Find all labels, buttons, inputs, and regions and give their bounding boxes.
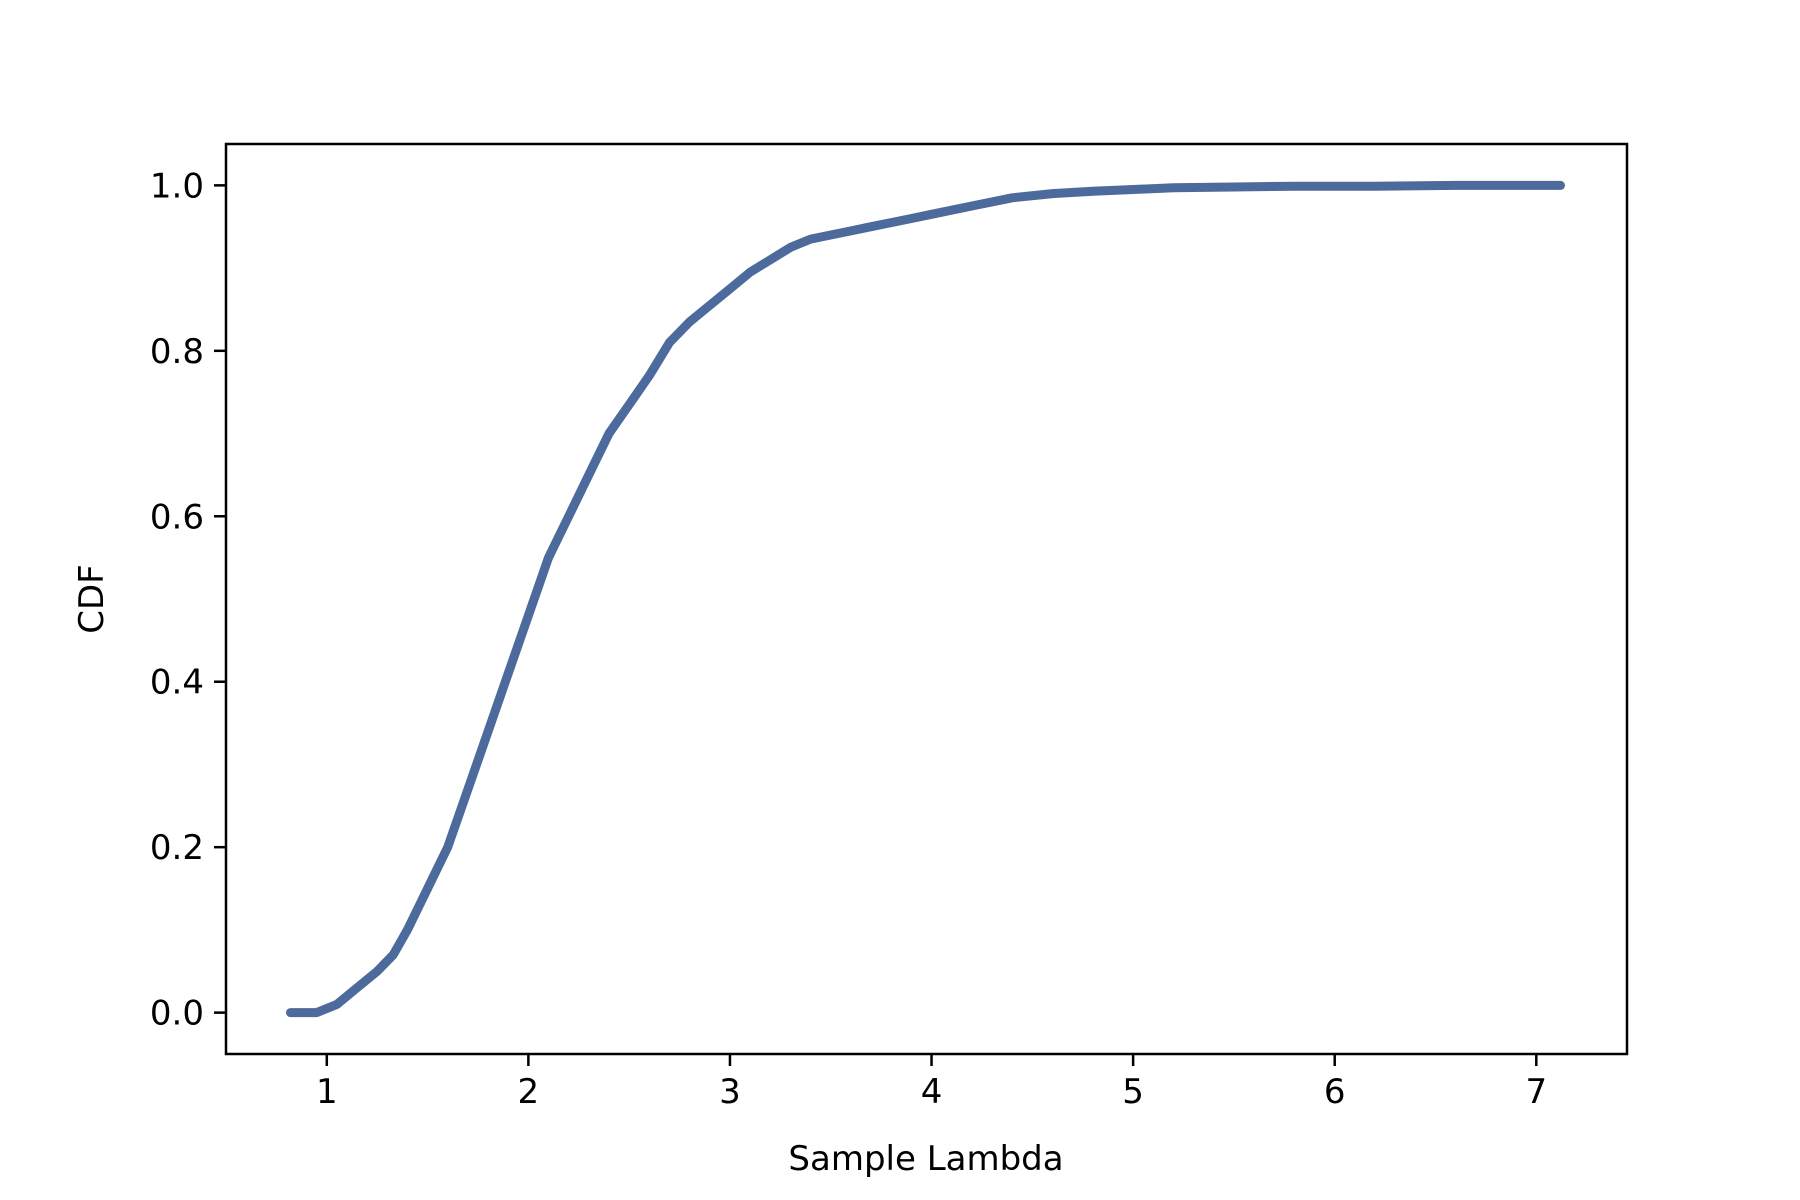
- x-tick-label: 3: [719, 1072, 741, 1112]
- x-tick-label: 5: [1122, 1072, 1144, 1112]
- y-tick-label: 0.0: [150, 994, 204, 1034]
- y-tick-label: 0.2: [150, 828, 204, 868]
- y-tick-label: 0.4: [150, 663, 204, 703]
- x-tick-label: 7: [1525, 1072, 1547, 1112]
- x-tick-label: 1: [316, 1072, 338, 1112]
- x-axis-ticks: 1 2 3 4 5 6 7: [316, 1054, 1547, 1112]
- plot-area-frame: [224, 142, 1629, 1056]
- x-tick-label: 6: [1324, 1072, 1346, 1112]
- y-tick-label: 0.8: [150, 332, 204, 372]
- y-tick-label: 0.6: [150, 497, 204, 537]
- x-axis-label: Sample Lambda: [788, 1139, 1063, 1179]
- y-axis-label: CDF: [72, 564, 112, 633]
- y-tick-label: 1.0: [150, 166, 204, 206]
- x-tick-label: 2: [518, 1072, 540, 1112]
- x-tick-label: 4: [921, 1072, 943, 1112]
- y-axis-ticks: 0.0 0.2 0.4 0.6 0.8 1.0: [150, 166, 226, 1034]
- cdf-series-line: [286, 180, 1565, 1018]
